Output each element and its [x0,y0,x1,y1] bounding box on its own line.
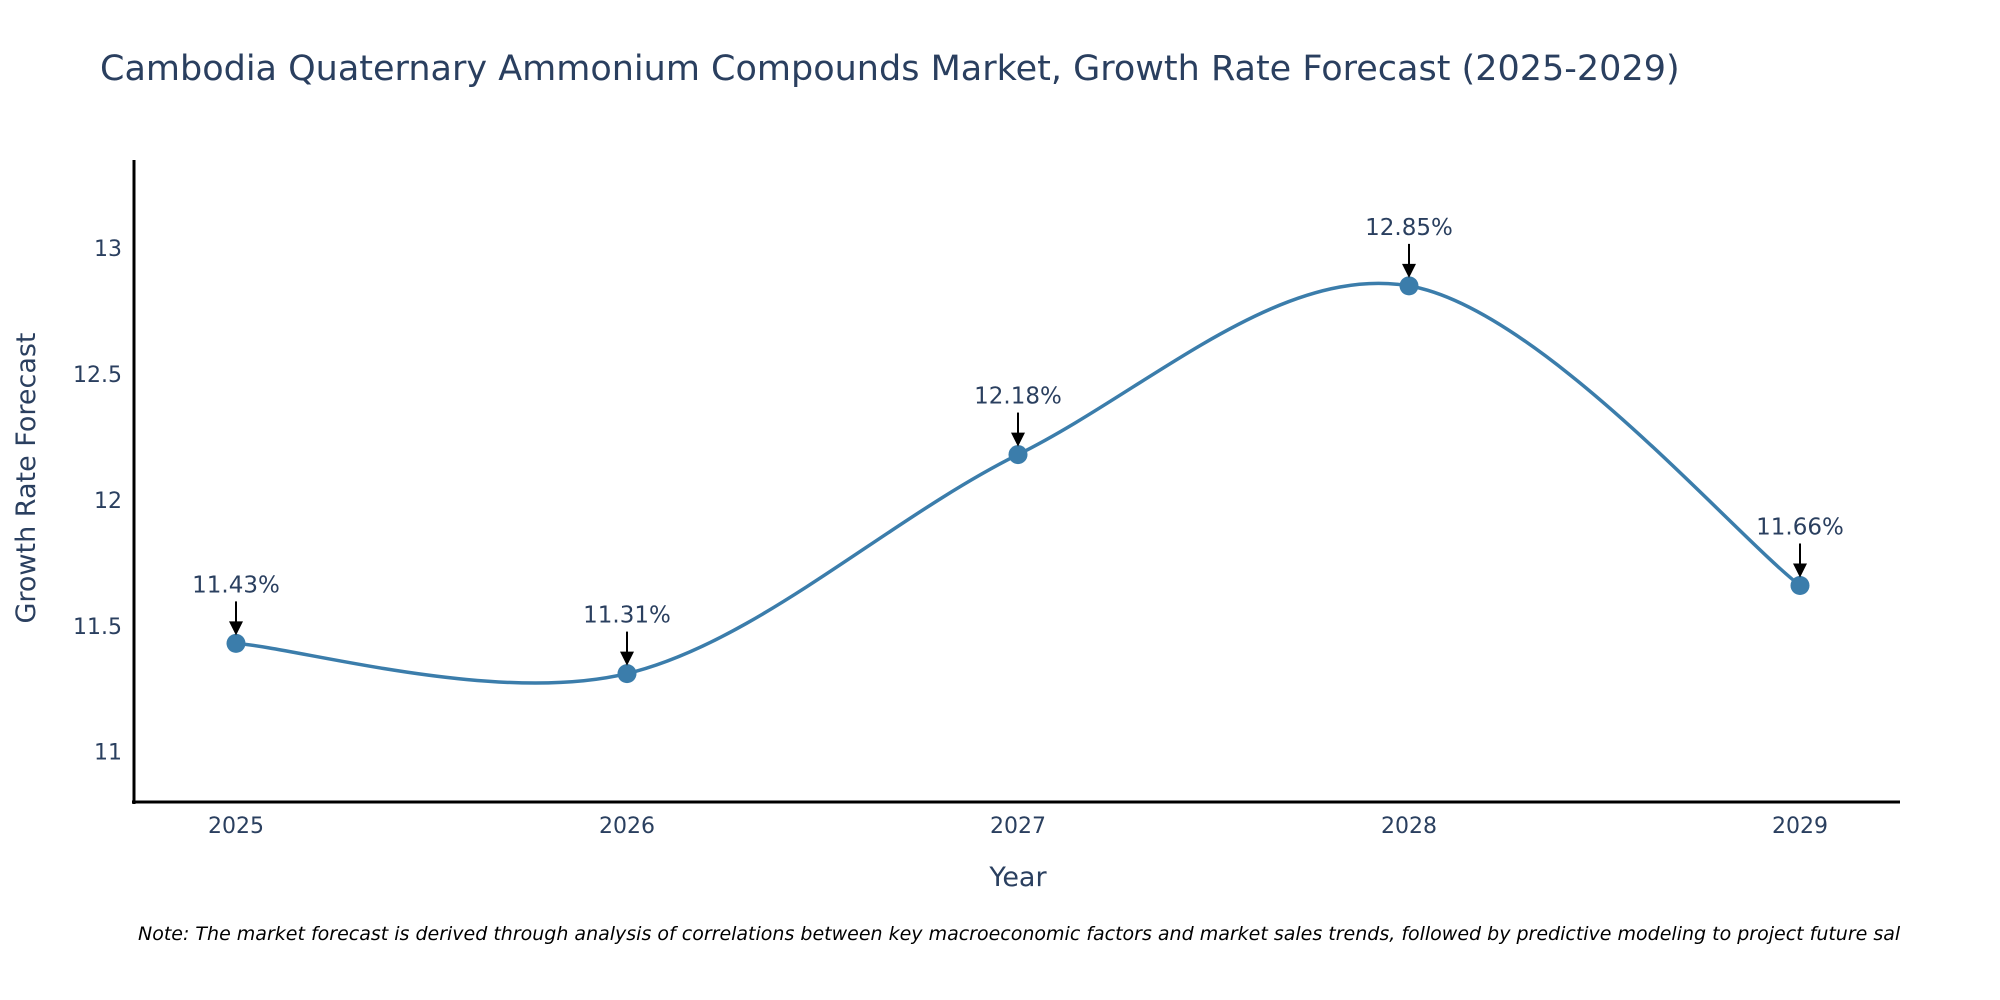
x-tick-label: 2026 [599,814,655,839]
x-tick-label: 2027 [990,814,1046,839]
y-axis-ticks: 11 11.5 12 12.5 13 [73,237,122,766]
annotation-arrow-head [620,651,634,666]
annotation-arrow-head [1011,432,1025,447]
data-label: 11.31% [583,603,671,629]
chart-title: Cambodia Quaternary Ammonium Compounds M… [100,49,1680,89]
data-label-annotations: 11.43% 11.31% 12.18% 12.85% 11.66% [192,215,1844,666]
y-tick-label: 12.5 [73,363,122,388]
footnote: Note: The market forecast is derived thr… [138,923,1901,945]
x-tick-label: 2029 [1772,814,1828,839]
data-label: 12.18% [974,384,1062,410]
data-point [1008,445,1028,465]
y-tick-label: 11.5 [73,615,122,640]
x-axis-ticks: 2025 2026 2027 2028 2029 [208,814,1828,839]
data-label: 11.66% [1756,514,1844,540]
series-line [235,281,1802,685]
y-tick-label: 12 [94,489,122,514]
x-tick-label: 2028 [1381,814,1437,839]
data-point [226,633,246,653]
x-axis-title: Year [988,862,1047,893]
annotation-arrow-head [1402,263,1416,278]
data-point [617,664,637,684]
data-label: 12.85% [1365,215,1453,241]
data-label: 11.43% [192,572,280,598]
data-point [1790,575,1810,595]
x-tick-label: 2025 [208,814,264,839]
data-point [1399,276,1419,296]
y-axis-title: Growth Rate Forecast [11,332,42,623]
y-tick-label: 13 [94,237,122,262]
annotation-arrow-head [229,621,243,636]
series-markers [226,276,1810,684]
y-tick-label: 11 [94,741,122,766]
annotation-arrow-head [1793,563,1807,578]
